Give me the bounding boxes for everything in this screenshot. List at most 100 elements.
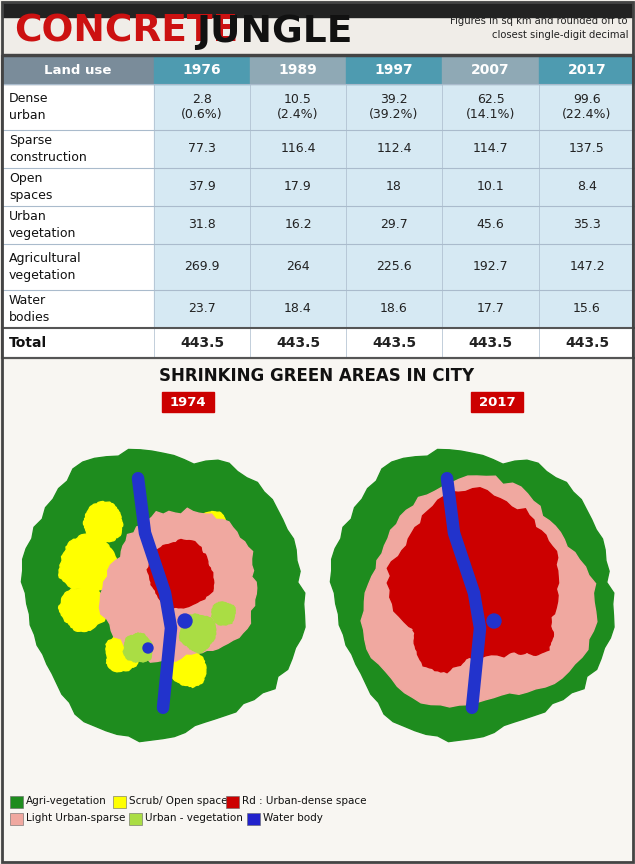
Text: 17.9: 17.9: [284, 181, 312, 194]
Bar: [2, 130, 154, 168]
Bar: [154, 130, 250, 168]
Bar: [2, 54, 633, 56]
Bar: [2, 290, 154, 328]
Polygon shape: [100, 508, 257, 662]
Bar: [2, 84, 154, 130]
Text: Dense
urban: Dense urban: [9, 92, 48, 122]
Bar: [2, 206, 154, 244]
Polygon shape: [22, 449, 305, 741]
Text: 35.3: 35.3: [573, 219, 601, 232]
Polygon shape: [387, 488, 559, 659]
Polygon shape: [169, 650, 206, 688]
Polygon shape: [439, 530, 464, 555]
Text: 39.2
(39.2%): 39.2 (39.2%): [370, 92, 418, 121]
Text: 18.6: 18.6: [380, 302, 408, 315]
Text: 443.5: 443.5: [565, 336, 609, 350]
Bar: [346, 206, 442, 244]
Bar: [10, 796, 23, 808]
Text: Rd : Urban-dense space: Rd : Urban-dense space: [243, 796, 367, 806]
Bar: [539, 206, 635, 244]
Text: 112.4: 112.4: [377, 143, 411, 156]
Bar: [442, 56, 539, 84]
Bar: [250, 328, 346, 358]
Bar: [442, 328, 539, 358]
Text: 1997: 1997: [375, 63, 413, 77]
Bar: [154, 206, 250, 244]
Bar: [2, 360, 633, 860]
Text: 2007: 2007: [471, 63, 510, 77]
Polygon shape: [211, 602, 235, 625]
Bar: [346, 168, 442, 206]
Text: 2.8
(0.6%): 2.8 (0.6%): [181, 92, 223, 121]
Bar: [227, 796, 239, 808]
Bar: [346, 244, 442, 290]
Bar: [539, 244, 635, 290]
Polygon shape: [521, 602, 541, 624]
Bar: [442, 84, 539, 130]
Bar: [250, 206, 346, 244]
Text: 16.2: 16.2: [284, 219, 312, 232]
Bar: [442, 130, 539, 168]
Text: Urban - vegetation: Urban - vegetation: [145, 813, 243, 823]
Text: 10.1: 10.1: [477, 181, 504, 194]
Bar: [154, 168, 250, 206]
Text: 192.7: 192.7: [472, 261, 508, 274]
Polygon shape: [425, 647, 450, 670]
Bar: [346, 290, 442, 328]
Polygon shape: [497, 623, 526, 651]
Text: 29.7: 29.7: [380, 219, 408, 232]
Text: Total: Total: [9, 336, 47, 350]
Text: Urban
vegetation: Urban vegetation: [9, 210, 76, 239]
Text: Sparse
construction: Sparse construction: [9, 134, 87, 164]
Text: 443.5: 443.5: [372, 336, 416, 350]
Text: 23.7: 23.7: [188, 302, 216, 315]
Bar: [539, 84, 635, 130]
Bar: [2, 244, 154, 290]
Polygon shape: [361, 476, 597, 707]
Text: 31.8: 31.8: [188, 219, 216, 232]
Text: JUNGLE: JUNGLE: [196, 14, 352, 50]
Polygon shape: [180, 614, 216, 653]
Polygon shape: [516, 526, 539, 550]
Bar: [471, 392, 523, 412]
Bar: [2, 56, 633, 358]
Text: Open
spaces: Open spaces: [9, 172, 52, 202]
Bar: [154, 244, 250, 290]
Text: Land use: Land use: [44, 63, 112, 77]
Text: Agricultural
vegetation: Agricultural vegetation: [9, 252, 82, 282]
Bar: [154, 328, 250, 358]
Text: 116.4: 116.4: [280, 143, 316, 156]
Bar: [250, 84, 346, 130]
Text: 99.6
(22.4%): 99.6 (22.4%): [563, 92, 612, 121]
Circle shape: [487, 614, 501, 628]
Polygon shape: [147, 539, 214, 608]
Bar: [10, 813, 23, 825]
Bar: [250, 56, 346, 84]
Circle shape: [143, 643, 153, 653]
Bar: [250, 290, 346, 328]
Polygon shape: [58, 587, 109, 632]
Bar: [250, 168, 346, 206]
Text: 147.2: 147.2: [569, 261, 605, 274]
Text: 15.6: 15.6: [573, 302, 601, 315]
Bar: [539, 168, 635, 206]
Bar: [346, 84, 442, 130]
Text: Water
bodies: Water bodies: [9, 295, 50, 324]
Text: 114.7: 114.7: [472, 143, 508, 156]
Bar: [247, 813, 260, 825]
Polygon shape: [83, 501, 123, 543]
Bar: [442, 206, 539, 244]
Text: 17.7: 17.7: [476, 302, 504, 315]
Text: 77.3: 77.3: [188, 143, 216, 156]
Circle shape: [178, 614, 192, 628]
Text: 2017: 2017: [568, 63, 606, 77]
Bar: [113, 796, 126, 808]
Text: 62.5
(14.1%): 62.5 (14.1%): [466, 92, 515, 121]
Bar: [154, 290, 250, 328]
Text: 45.6: 45.6: [477, 219, 504, 232]
Polygon shape: [330, 449, 614, 741]
Bar: [250, 130, 346, 168]
Text: Agri-vegetation: Agri-vegetation: [26, 796, 107, 806]
Text: Water body: Water body: [263, 813, 323, 823]
Bar: [539, 328, 635, 358]
